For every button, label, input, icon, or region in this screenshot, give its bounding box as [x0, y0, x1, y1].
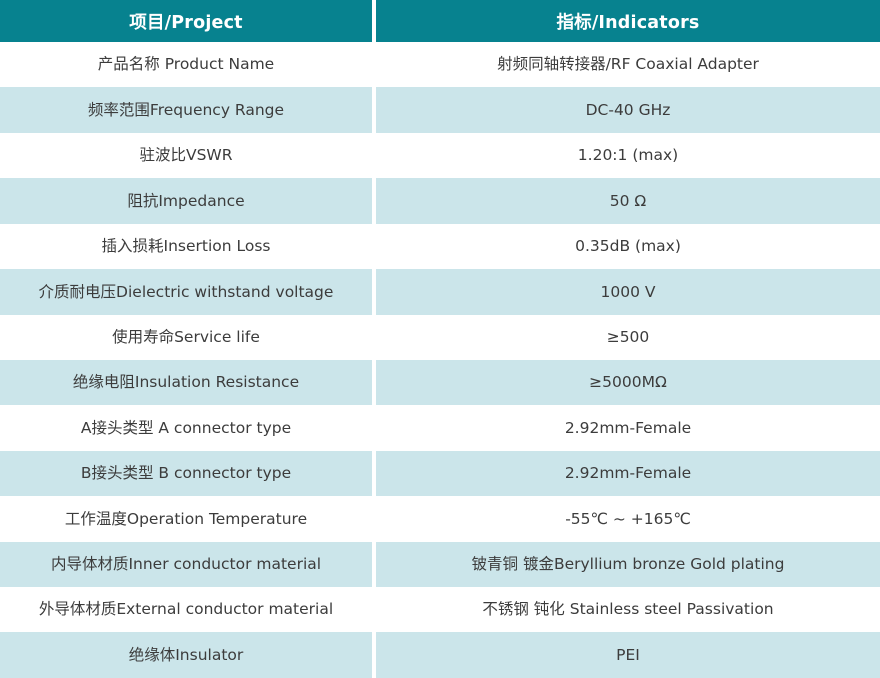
header-cell-indicators: 指标/Indicators [376, 0, 880, 42]
table-row: 介质耐电压Dielectric withstand voltage 1000 V [0, 269, 880, 315]
table-row: 阻抗Impedance 50 Ω [0, 178, 880, 224]
project-cell: 绝缘体Insulator [0, 632, 372, 678]
indicator-cell: 2.92mm-Female [376, 405, 880, 451]
indicator-cell: 50 Ω [376, 178, 880, 224]
project-cell: 使用寿命Service life [0, 314, 372, 360]
table-header-row: 项目/Project 指标/Indicators [0, 0, 880, 42]
table-row: 使用寿命Service life ≥500 [0, 314, 880, 360]
table-row: 插入损耗Insertion Loss 0.35dB (max) [0, 223, 880, 270]
project-cell: A接头类型 A connector type [0, 405, 372, 451]
project-cell: 插入损耗Insertion Loss [0, 223, 372, 270]
table-row: 内导体材质Inner conductor material 铍青铜 镀金Bery… [0, 541, 880, 588]
indicator-cell: 不锈钢 钝化 Stainless steel Passivation [376, 587, 880, 633]
table-row: 驻波比VSWR 1.20:1 (max) [0, 132, 880, 179]
indicator-cell: 射频同轴转接器/RF Coaxial Adapter [376, 42, 880, 88]
project-cell: 外导体材质External conductor material [0, 587, 372, 633]
project-cell: 绝缘电阻Insulation Resistance [0, 359, 372, 406]
header-cell-project: 项目/Project [0, 0, 372, 42]
table-row: B接头类型 B connector type 2.92mm-Female [0, 450, 880, 497]
indicator-cell: -55℃ ~ +165℃ [376, 496, 880, 542]
table-row: 绝缘电阻Insulation Resistance ≥5000MΩ [0, 359, 880, 406]
project-cell: 工作温度Operation Temperature [0, 496, 372, 542]
table-row: 频率范围Frequency Range DC-40 GHz [0, 87, 880, 133]
indicator-cell: 铍青铜 镀金Beryllium bronze Gold plating [376, 541, 880, 588]
project-cell: 内导体材质Inner conductor material [0, 541, 372, 588]
indicator-cell: 1.20:1 (max) [376, 132, 880, 179]
table-row: 工作温度Operation Temperature -55℃ ~ +165℃ [0, 496, 880, 542]
table-row: A接头类型 A connector type 2.92mm-Female [0, 405, 880, 451]
project-cell: 驻波比VSWR [0, 132, 372, 179]
indicator-cell: PEI [376, 632, 880, 678]
table-row: 外导体材质External conductor material 不锈钢 钝化 … [0, 587, 880, 633]
indicator-cell: ≥5000MΩ [376, 359, 880, 406]
project-cell: B接头类型 B connector type [0, 450, 372, 497]
table-row: 绝缘体Insulator PEI [0, 632, 880, 678]
project-cell: 阻抗Impedance [0, 178, 372, 224]
indicator-cell: 2.92mm-Female [376, 450, 880, 497]
indicator-cell: 0.35dB (max) [376, 223, 880, 270]
project-cell: 频率范围Frequency Range [0, 87, 372, 133]
indicator-cell: 1000 V [376, 269, 880, 315]
indicator-cell: ≥500 [376, 314, 880, 360]
project-cell: 产品名称 Product Name [0, 42, 372, 88]
table-row: 产品名称 Product Name 射频同轴转接器/RF Coaxial Ada… [0, 42, 880, 88]
indicator-cell: DC-40 GHz [376, 87, 880, 133]
project-cell: 介质耐电压Dielectric withstand voltage [0, 269, 372, 315]
